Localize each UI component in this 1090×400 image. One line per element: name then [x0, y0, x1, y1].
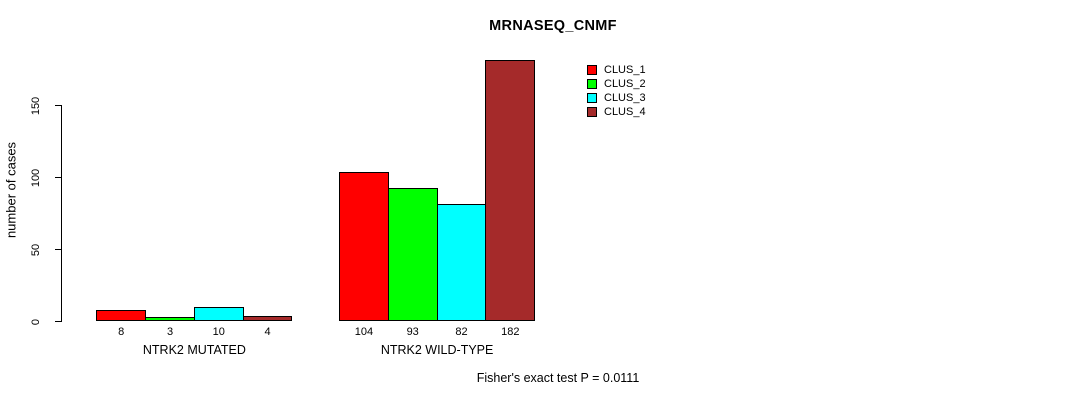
bar-clus-1-ntrk2-mutated [96, 310, 147, 322]
bar-value-label: 4 [264, 325, 271, 338]
y-axis-tick [54, 177, 62, 179]
legend-label: CLUS_4 [604, 106, 646, 118]
bar-value-label: 8 [118, 325, 125, 338]
y-axis-tick [54, 321, 62, 322]
x-category-label: NTRK2 WILD-TYPE [380, 343, 494, 357]
y-axis-tick-label: 100 [29, 168, 42, 187]
bar-clus-3-ntrk2-wild-type [436, 203, 487, 322]
legend-swatch-clus-1 [587, 65, 597, 75]
legend-label: CLUS_1 [604, 64, 646, 76]
bar-value-label: 104 [354, 325, 374, 338]
bar-clus-1-ntrk2-wild-type [339, 172, 389, 322]
legend-swatch-clus-4 [587, 107, 597, 117]
y-axis-tick-label: 50 [29, 243, 42, 256]
bar-value-label: 93 [406, 325, 419, 338]
y-axis-tick [54, 249, 62, 251]
bar-value-label: 3 [166, 325, 174, 338]
bar-value-label: 182 [501, 325, 520, 338]
legend-label: CLUS_2 [604, 78, 646, 90]
bar-value-label: 10 [212, 325, 225, 338]
y-axis-tick-label: 0 [29, 318, 42, 325]
y-axis-tick-label: 150 [29, 96, 42, 116]
y-axis-line [60, 105, 62, 322]
chart-title: MRNASEQ_CNMF [489, 18, 617, 34]
legend-label: CLUS_3 [604, 92, 646, 104]
bar-value-label: 82 [455, 325, 468, 338]
y-axis-tick [54, 105, 62, 107]
legend-swatch-clus-3 [587, 93, 597, 103]
x-category-label: NTRK2 MUTATED [142, 343, 246, 357]
y-axis-label: number of cases [3, 141, 19, 239]
footer-caption: Fisher's exact test P = 0.0111 [476, 371, 640, 385]
bar-clus-3-ntrk2-mutated [193, 307, 244, 322]
bar-clus-4-ntrk2-mutated [242, 315, 293, 322]
bar-clus-2-ntrk2-wild-type [387, 187, 438, 322]
bar-clus-2-ntrk2-mutated [145, 317, 195, 322]
bar-clus-4-ntrk2-wild-type [485, 59, 536, 322]
legend-swatch-clus-2 [587, 79, 597, 89]
